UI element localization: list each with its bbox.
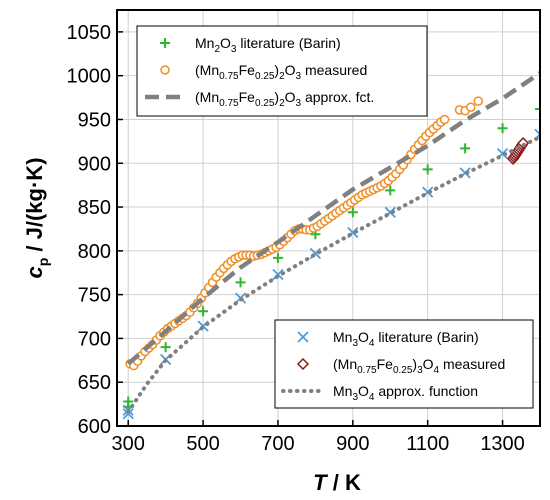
legend-label: Mn3O4 literature (Barin) bbox=[333, 329, 479, 349]
x-axis-symbol: T bbox=[313, 470, 328, 495]
data-point bbox=[460, 143, 471, 154]
legends: Mn2O3 literature (Barin) (Mn0.75Fe0.25)2O… bbox=[136, 25, 534, 409]
data-point bbox=[439, 114, 450, 125]
legend-marker bbox=[297, 331, 309, 343]
plot-frame bbox=[116, 9, 541, 427]
data-point bbox=[272, 268, 284, 281]
y-tick-label: 800 bbox=[78, 241, 111, 263]
legend-label: Mn2O3 literature (Barin) bbox=[195, 35, 341, 55]
x-tick-label: 900 bbox=[336, 433, 369, 455]
x-axis-unit: / K bbox=[327, 470, 361, 495]
y-tick-label: 600 bbox=[78, 416, 111, 438]
x-tick-label: 500 bbox=[186, 433, 219, 455]
legend-label: (Mn0.75Fe0.25)3O4 measured bbox=[333, 356, 505, 376]
y-tick-label: 1000 bbox=[67, 66, 112, 88]
ticks: 300 500 700 900 1100 1300 600 650 700 750 800 850 90… bbox=[67, 22, 525, 455]
data-point bbox=[535, 103, 540, 114]
data-point bbox=[198, 306, 209, 317]
y-axis-title: cp / J/(kg·K) bbox=[22, 157, 51, 278]
series-line-dashed bbox=[126, 71, 540, 366]
data-series bbox=[122, 71, 540, 420]
y-tick-label: 650 bbox=[78, 372, 111, 394]
legend-label: (Mn0.75Fe0.25)2O3 approx. fct. bbox=[195, 89, 374, 109]
data-point bbox=[385, 185, 396, 196]
x-axis-title: T / K bbox=[313, 470, 361, 495]
y-tick-label: 700 bbox=[78, 328, 111, 350]
data-point bbox=[235, 277, 246, 288]
data-point bbox=[497, 123, 508, 134]
legend-label: (Mn0.75Fe0.25)2O3 measured bbox=[195, 62, 367, 82]
legend-top-left: Mn2O3 literature (Barin) (Mn0.75Fe0.25)2O… bbox=[136, 25, 428, 117]
data-point bbox=[473, 96, 483, 106]
x-tick-label: 700 bbox=[261, 433, 294, 455]
y-tick-label: 1050 bbox=[67, 22, 112, 44]
legend-box bbox=[136, 25, 428, 117]
y-axis-symbol: c bbox=[22, 266, 47, 278]
series-plus-points bbox=[123, 103, 540, 412]
data-point bbox=[272, 252, 283, 263]
y-axis-unit: / J/(kg·K) bbox=[22, 157, 47, 257]
x-tick-label: 300 bbox=[112, 433, 145, 455]
data-point bbox=[422, 164, 433, 175]
x-tick-label: 1100 bbox=[406, 433, 449, 455]
y-tick-label: 850 bbox=[78, 197, 111, 219]
x-tick-label: 1300 bbox=[480, 433, 525, 455]
legend-marker bbox=[160, 38, 170, 48]
legend-marker bbox=[296, 357, 310, 371]
legend-box bbox=[274, 319, 534, 409]
y-tick-label: 750 bbox=[78, 285, 111, 307]
data-point bbox=[160, 342, 171, 353]
legend-bottom-right: Mn3O4 literature (Barin) (Mn0.75Fe0.25)3O… bbox=[274, 319, 534, 409]
legend-marker bbox=[160, 65, 170, 75]
legend-label: Mn3O4 approx. function bbox=[333, 383, 478, 403]
series-cross-points bbox=[122, 128, 540, 420]
series-line-dotted bbox=[126, 135, 540, 414]
data-point bbox=[347, 207, 358, 218]
y-axis-subscript: p bbox=[35, 258, 51, 267]
data-point bbox=[465, 102, 476, 112]
y-tick-label: 950 bbox=[78, 109, 111, 131]
y-tick-label: 900 bbox=[78, 153, 111, 175]
